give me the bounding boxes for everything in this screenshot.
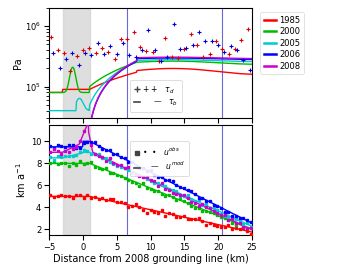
Legend: 1985, 2000, 2005, 2006, 2008: 1985, 2000, 2005, 2006, 2008 [260, 12, 304, 74]
Bar [63, 125, 90, 235]
Legend: •  •   $u^{obs}$, $\hspace{1.2}$—   $u^{mod}$: • • $u^{obs}$, $\hspace{1.2}$— $u^{mod}$ [130, 141, 189, 176]
Bar [63, 8, 90, 118]
X-axis label: Distance from 2008 grounding line (km): Distance from 2008 grounding line (km) [52, 254, 248, 264]
Y-axis label: Pa: Pa [13, 57, 22, 69]
Y-axis label: km a$^{-1}$: km a$^{-1}$ [14, 162, 28, 198]
